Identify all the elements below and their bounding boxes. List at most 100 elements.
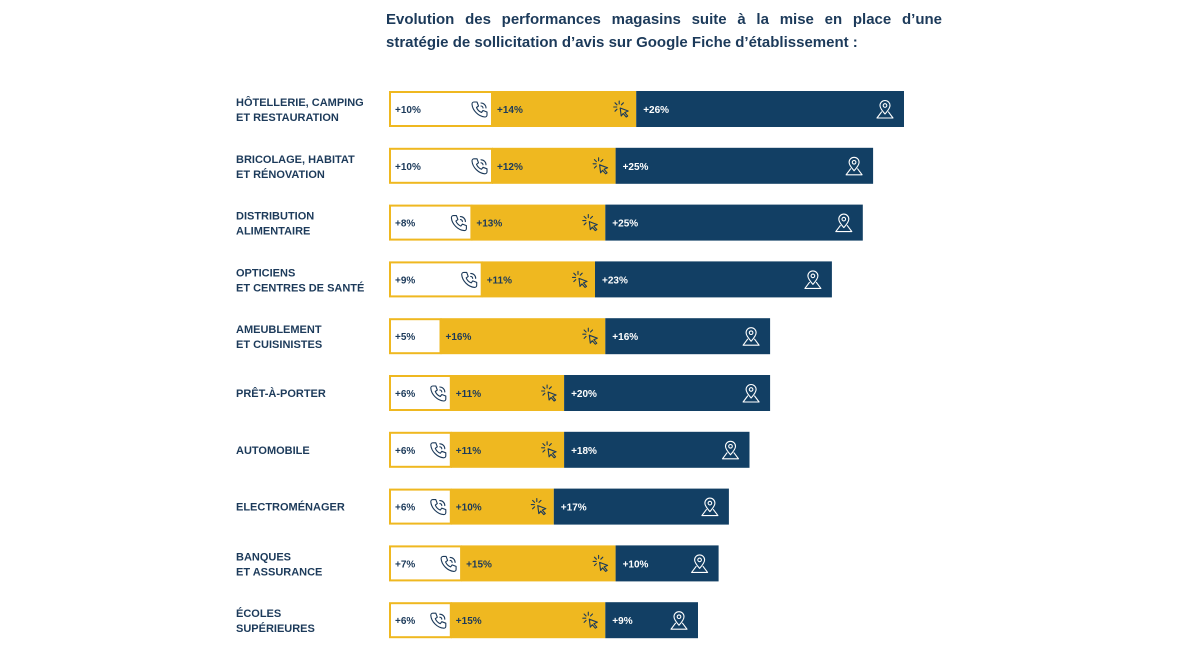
data-label: +6% xyxy=(395,503,415,514)
phone-icon-wave xyxy=(439,386,446,393)
category-label: ALIMENTAIRE xyxy=(236,226,310,238)
cursor-click-icon xyxy=(541,384,557,402)
bar-segment-clicks xyxy=(492,91,637,127)
category-label: AUTOMOBILE xyxy=(236,445,310,457)
map-pin-icon-pin xyxy=(704,497,716,513)
map-pin-icon xyxy=(701,497,719,517)
cursor-click-icon xyxy=(592,554,609,572)
map-pin-icon-base xyxy=(670,622,688,630)
bar-segment-directions xyxy=(615,147,874,184)
map-pin-icon-pin xyxy=(838,213,850,229)
phone-icon-wave xyxy=(439,389,443,393)
data-label: +17% xyxy=(561,503,587,514)
bar-segment-directions xyxy=(564,431,750,468)
map-pin-icon xyxy=(835,213,853,233)
phone-icon-wave xyxy=(480,159,487,166)
data-label: +23% xyxy=(602,275,628,286)
cursor-click-icon-arrow xyxy=(537,505,547,516)
map-pin-icon xyxy=(804,270,822,289)
phone-icon xyxy=(450,215,467,232)
map-pin-icon-base xyxy=(721,452,740,460)
map-pin-icon-pin xyxy=(807,270,819,285)
cursor-click-icon-arrow xyxy=(547,448,557,459)
map-pin-icon xyxy=(742,327,760,346)
data-label: +13% xyxy=(476,219,502,230)
cursor-click-icon-rays xyxy=(530,498,542,510)
phone-icon-wave xyxy=(480,105,484,109)
bar-segment-calls xyxy=(389,91,493,127)
phone-icon xyxy=(461,271,478,288)
category-label: ELECTROMÉNAGER xyxy=(236,501,345,514)
map-pin-icon-base xyxy=(876,111,894,119)
chart-title: Evolution des performances magasins suit… xyxy=(386,8,942,54)
bar-row: BRICOLAGE, HABITAT ET RÉNOVATION +10% +12% +… xyxy=(236,147,874,184)
phone-icon-wave xyxy=(470,272,477,279)
cursor-click-icon-rays xyxy=(582,214,594,226)
map-pin-icon-base xyxy=(701,509,719,517)
data-label: +15% xyxy=(466,559,492,570)
map-pin-icon-base xyxy=(742,338,760,346)
phone-icon-shape xyxy=(430,385,447,402)
cursor-click-icon-rays xyxy=(582,611,594,623)
map-pin-icon-dot xyxy=(882,103,888,108)
data-label: +10% xyxy=(623,559,649,570)
data-label: +10% xyxy=(395,162,421,173)
map-pin-icon-pin xyxy=(879,100,891,115)
bar-segment-calls xyxy=(389,204,473,241)
cursor-click-icon-arrow xyxy=(547,391,557,402)
phone-icon-wave xyxy=(459,216,466,223)
bar-row: AUTOMOBILE +6% +11% +18% xyxy=(236,431,750,468)
phone-icon xyxy=(430,442,447,459)
data-label: +16% xyxy=(612,332,638,343)
map-pin-icon xyxy=(691,554,709,573)
phone-icon-wave xyxy=(439,503,443,507)
data-label: +11% xyxy=(456,446,481,457)
phone-icon-wave xyxy=(439,446,443,450)
phone-icon xyxy=(430,499,447,516)
category-label: ÉCOLES xyxy=(236,607,281,620)
category-label: ET RESTAURATION xyxy=(236,112,339,124)
map-pin-icon-pin xyxy=(848,156,860,172)
map-pin-icon-dot xyxy=(707,500,713,506)
data-label: +14% xyxy=(497,105,523,116)
category-label: ET CUISINISTES xyxy=(236,339,322,351)
data-label: +5% xyxy=(395,332,415,343)
cursor-click-icon xyxy=(613,100,629,118)
data-label: +10% xyxy=(395,105,421,116)
data-label: +11% xyxy=(456,389,481,400)
bar-row: OPTICIENS ET CENTRES DE SANTÉ +9% +11% +23% xyxy=(236,261,832,298)
cursor-click-icon xyxy=(582,611,598,629)
cursor-click-icon-rays xyxy=(582,327,594,339)
cursor-click-icon xyxy=(541,441,557,459)
phone-icon xyxy=(440,555,457,572)
phone-icon-shape xyxy=(440,555,457,572)
cursor-click-icon xyxy=(582,327,598,345)
bar-row: PRÊT-À-PORTER +6% +11% +20% xyxy=(236,375,771,411)
cursor-click-icon xyxy=(571,270,588,288)
bar-segment-directions xyxy=(564,375,771,411)
data-label: +9% xyxy=(395,275,415,286)
cursor-click-icon-arrow xyxy=(599,561,609,572)
cursor-click-icon-arrow xyxy=(619,107,629,118)
category-label: BANQUES xyxy=(236,551,291,563)
phone-icon-shape xyxy=(430,442,447,459)
phone-icon-shape xyxy=(461,271,478,288)
bar-segment-directions xyxy=(595,261,832,298)
map-pin-icon-base xyxy=(691,565,709,573)
map-pin-icon xyxy=(876,100,894,119)
data-label: +26% xyxy=(643,105,669,116)
cursor-click-icon-rays xyxy=(592,157,604,169)
phone-icon-wave xyxy=(439,616,443,620)
map-pin-icon-dot xyxy=(748,330,754,336)
bar-segment-directions xyxy=(553,488,729,525)
data-label: +12% xyxy=(497,162,523,173)
bar-segment-calls xyxy=(389,431,452,468)
map-pin-icon-dot xyxy=(841,216,847,222)
data-label: +16% xyxy=(446,332,472,343)
cursor-click-icon-rays xyxy=(613,100,624,112)
category-label: ET CENTRES DE SANTÉ xyxy=(236,281,364,294)
category-label: PRÊT-À-PORTER xyxy=(236,387,326,400)
phone-icon-wave xyxy=(480,162,484,166)
phone-icon xyxy=(430,612,447,629)
map-pin-icon-base xyxy=(835,225,853,233)
